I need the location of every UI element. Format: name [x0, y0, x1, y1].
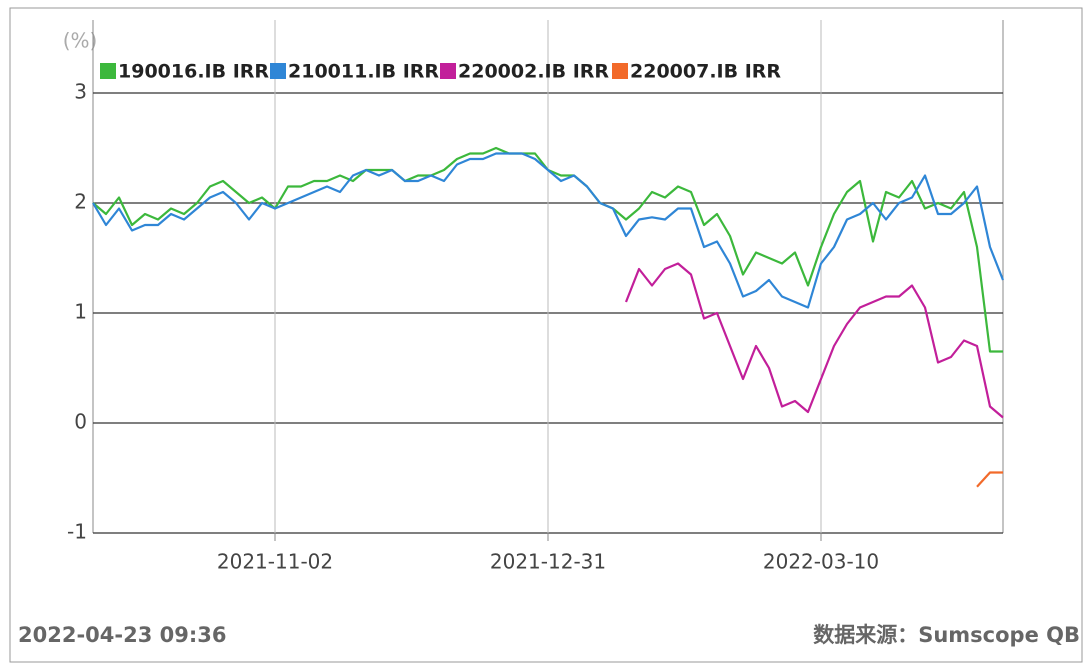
timestamp: 2022-04-23 09:36	[18, 623, 226, 647]
legend-label: 210011.IB IRR	[288, 61, 439, 83]
legend-swatch	[612, 63, 628, 79]
y-axis-label: (%)	[63, 29, 98, 53]
legend-label: 190016.IB IRR	[118, 61, 269, 83]
frame	[9, 7, 1083, 663]
x-tick-label: 2022-03-10	[763, 550, 879, 574]
y-tick-label: 1	[74, 300, 87, 324]
legend-swatch	[100, 63, 116, 79]
legend-label: 220007.IB IRR	[630, 61, 781, 83]
x-tick-label: 2021-11-02	[217, 550, 333, 574]
x-tick-label: 2021-12-31	[490, 550, 606, 574]
y-tick-label: -1	[67, 520, 87, 544]
legend-swatch	[440, 63, 456, 79]
source: 数据来源：Sumscope QB	[813, 623, 1080, 647]
series-line	[976, 471, 1003, 488]
y-tick-label: 2	[74, 190, 87, 214]
legend-label: 220002.IB IRR	[458, 61, 609, 83]
series-line	[92, 152, 1005, 309]
series-line	[624, 262, 1004, 419]
y-tick-label: 0	[74, 410, 87, 434]
y-tick-label: 3	[74, 80, 87, 104]
legend-swatch	[270, 63, 286, 79]
